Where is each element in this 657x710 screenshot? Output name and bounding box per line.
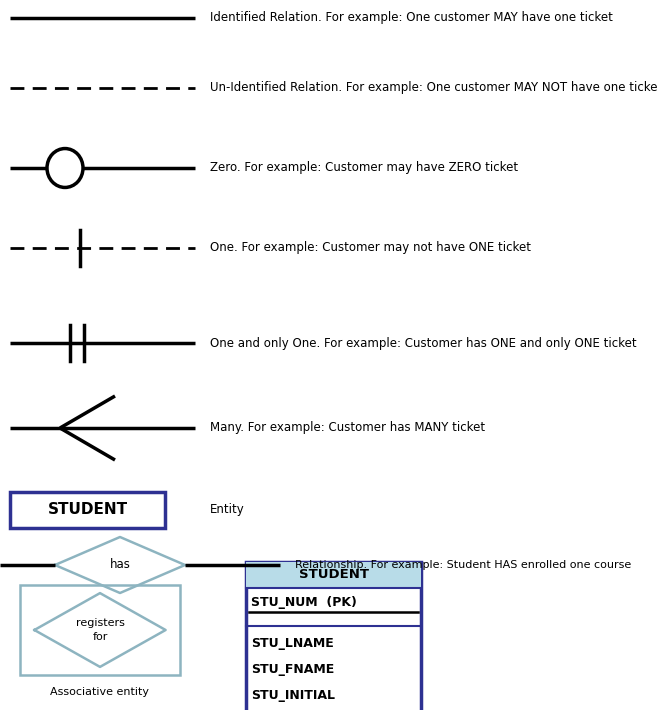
Text: STU_NUM  (PK): STU_NUM (PK)	[251, 596, 357, 609]
Text: STUDENT: STUDENT	[298, 569, 369, 581]
Text: has: has	[110, 559, 131, 572]
Text: Relationship. For example: Student HAS enrolled one course: Relationship. For example: Student HAS e…	[295, 560, 631, 570]
Text: STU_LNAME: STU_LNAME	[251, 636, 334, 650]
Text: Associative entity: Associative entity	[51, 687, 150, 697]
Bar	[10, 492, 165, 528]
Bar	[246, 562, 421, 588]
Text: Identified Relation. For example: One customer MAY have one ticket: Identified Relation. For example: One cu…	[210, 11, 613, 25]
Bar	[246, 562, 421, 710]
Text: One. For example: Customer may not have ONE ticket: One. For example: Customer may not have …	[210, 241, 531, 254]
Bar	[20, 585, 180, 675]
Text: One and only One. For example: Customer has ONE and only ONE ticket: One and only One. For example: Customer …	[210, 337, 637, 349]
Text: registers
for: registers for	[76, 618, 124, 642]
Text: STU_INITIAL: STU_INITIAL	[251, 689, 335, 701]
Text: Zero. For example: Customer may have ZERO ticket: Zero. For example: Customer may have ZER…	[210, 161, 518, 175]
Text: STUDENT: STUDENT	[47, 503, 127, 518]
Text: Un-Identified Relation. For example: One customer MAY NOT have one ticket: Un-Identified Relation. For example: One…	[210, 82, 657, 94]
Text: STU_FNAME: STU_FNAME	[251, 662, 334, 675]
Text: Many. For example: Customer has MANY ticket: Many. For example: Customer has MANY tic…	[210, 422, 485, 435]
Text: Entity: Entity	[210, 503, 245, 516]
